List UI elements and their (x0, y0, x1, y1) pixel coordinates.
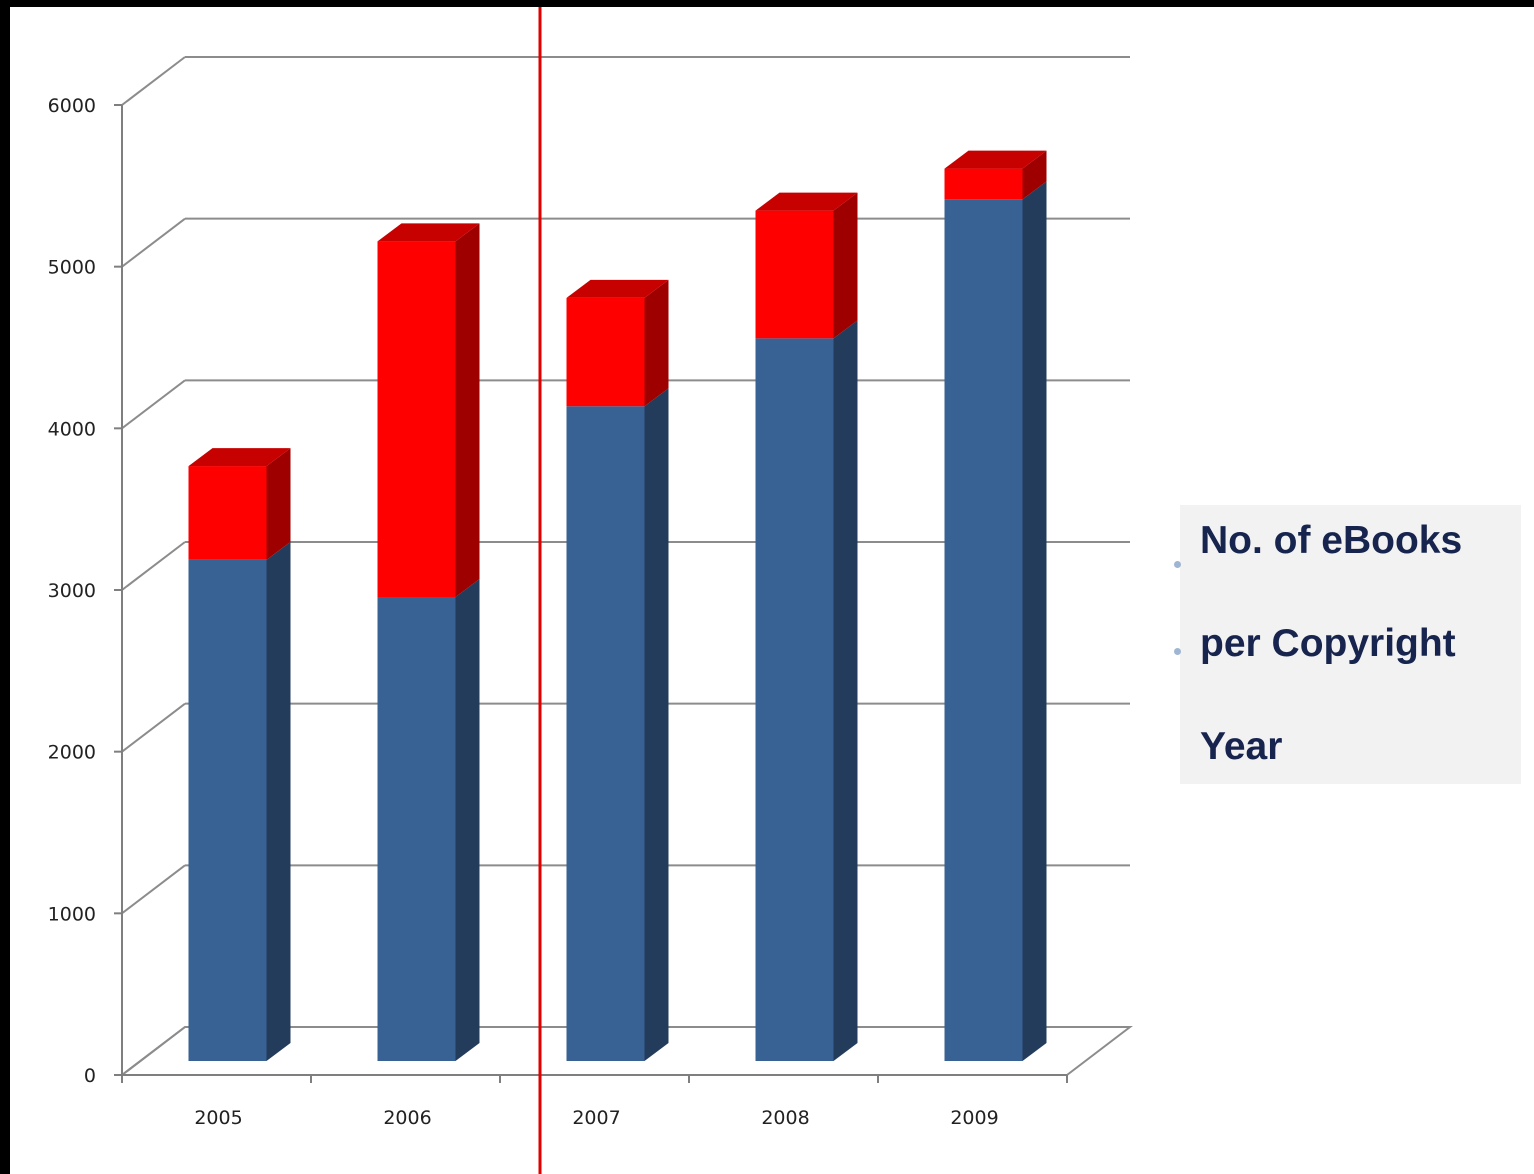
y-tick-label: 1000 (48, 903, 96, 925)
bar-segment (755, 192, 858, 339)
bar-side (1022, 181, 1047, 1062)
bar-front (377, 597, 456, 1061)
y-tick-label: 2000 (48, 742, 96, 764)
bar-side (1022, 150, 1047, 200)
bar-front (944, 168, 1023, 200)
legend-bullet (1174, 561, 1181, 568)
y-tick-label: 6000 (48, 95, 96, 117)
bar-segment (944, 150, 1047, 200)
y-tick-label: 5000 (48, 257, 96, 279)
gridline-diagonal (121, 541, 186, 591)
gridline-diagonal (121, 864, 186, 915)
gridline-diagonal (121, 379, 186, 430)
bar-side (266, 541, 291, 1061)
bar-top (755, 192, 858, 211)
bar-front (377, 241, 456, 598)
gridline-diagonal (121, 702, 186, 753)
legend-text-line-3: Year (1200, 725, 1283, 768)
y-tick-label: 4000 (48, 418, 96, 440)
legend-text-line-1: No. of eBooks (1200, 519, 1463, 562)
bar-side (833, 192, 858, 339)
bar-side (644, 279, 669, 407)
bar-segment (188, 448, 291, 560)
x-tick-label: 2008 (761, 1107, 809, 1129)
bar-top (566, 279, 669, 298)
bar-front (566, 406, 645, 1061)
bar-segment (944, 181, 1047, 1062)
chart-bars (188, 150, 1047, 1062)
bar-segment (566, 388, 669, 1061)
gridline-diagonal (121, 56, 186, 106)
y-tick-label: 3000 (48, 580, 96, 602)
x-tick-label: 2009 (950, 1107, 998, 1129)
bar-front (755, 338, 834, 1062)
bar-segment (566, 279, 669, 407)
bar-side (266, 448, 291, 560)
bar-top (944, 150, 1047, 169)
bar-side (455, 223, 480, 598)
x-tick-label: 2006 (383, 1107, 431, 1129)
legend: No. of eBooks per Copyright Year (1174, 505, 1521, 784)
bar-side (644, 388, 669, 1061)
legend-text-line-2: per Copyright (1200, 622, 1456, 665)
x-tick-label: 2005 (194, 1107, 242, 1129)
bar-front (944, 199, 1023, 1062)
bar-segment (377, 579, 480, 1061)
bar-front (188, 559, 267, 1061)
bar-segment (377, 223, 480, 598)
legend-bullet (1174, 648, 1181, 655)
bar-top (377, 223, 480, 242)
bar-side (833, 320, 858, 1062)
x-tick-label: 2007 (572, 1107, 620, 1129)
chart-tick-labels: 0 1000 2000 3000 4000 5000 6000 2005 2006 2007 200… (48, 95, 999, 1129)
bar-front (188, 466, 267, 560)
bar-top (188, 448, 291, 467)
gridline-diagonal (121, 1026, 186, 1076)
bar-segment (755, 320, 858, 1062)
gridline-diagonal (121, 217, 186, 268)
bar-front (566, 297, 645, 407)
bar-segment (188, 541, 291, 1061)
bar-side (455, 579, 480, 1061)
bar-front (755, 210, 834, 339)
y-tick-label: 0 (84, 1065, 96, 1087)
chart-axes (114, 104, 1068, 1083)
